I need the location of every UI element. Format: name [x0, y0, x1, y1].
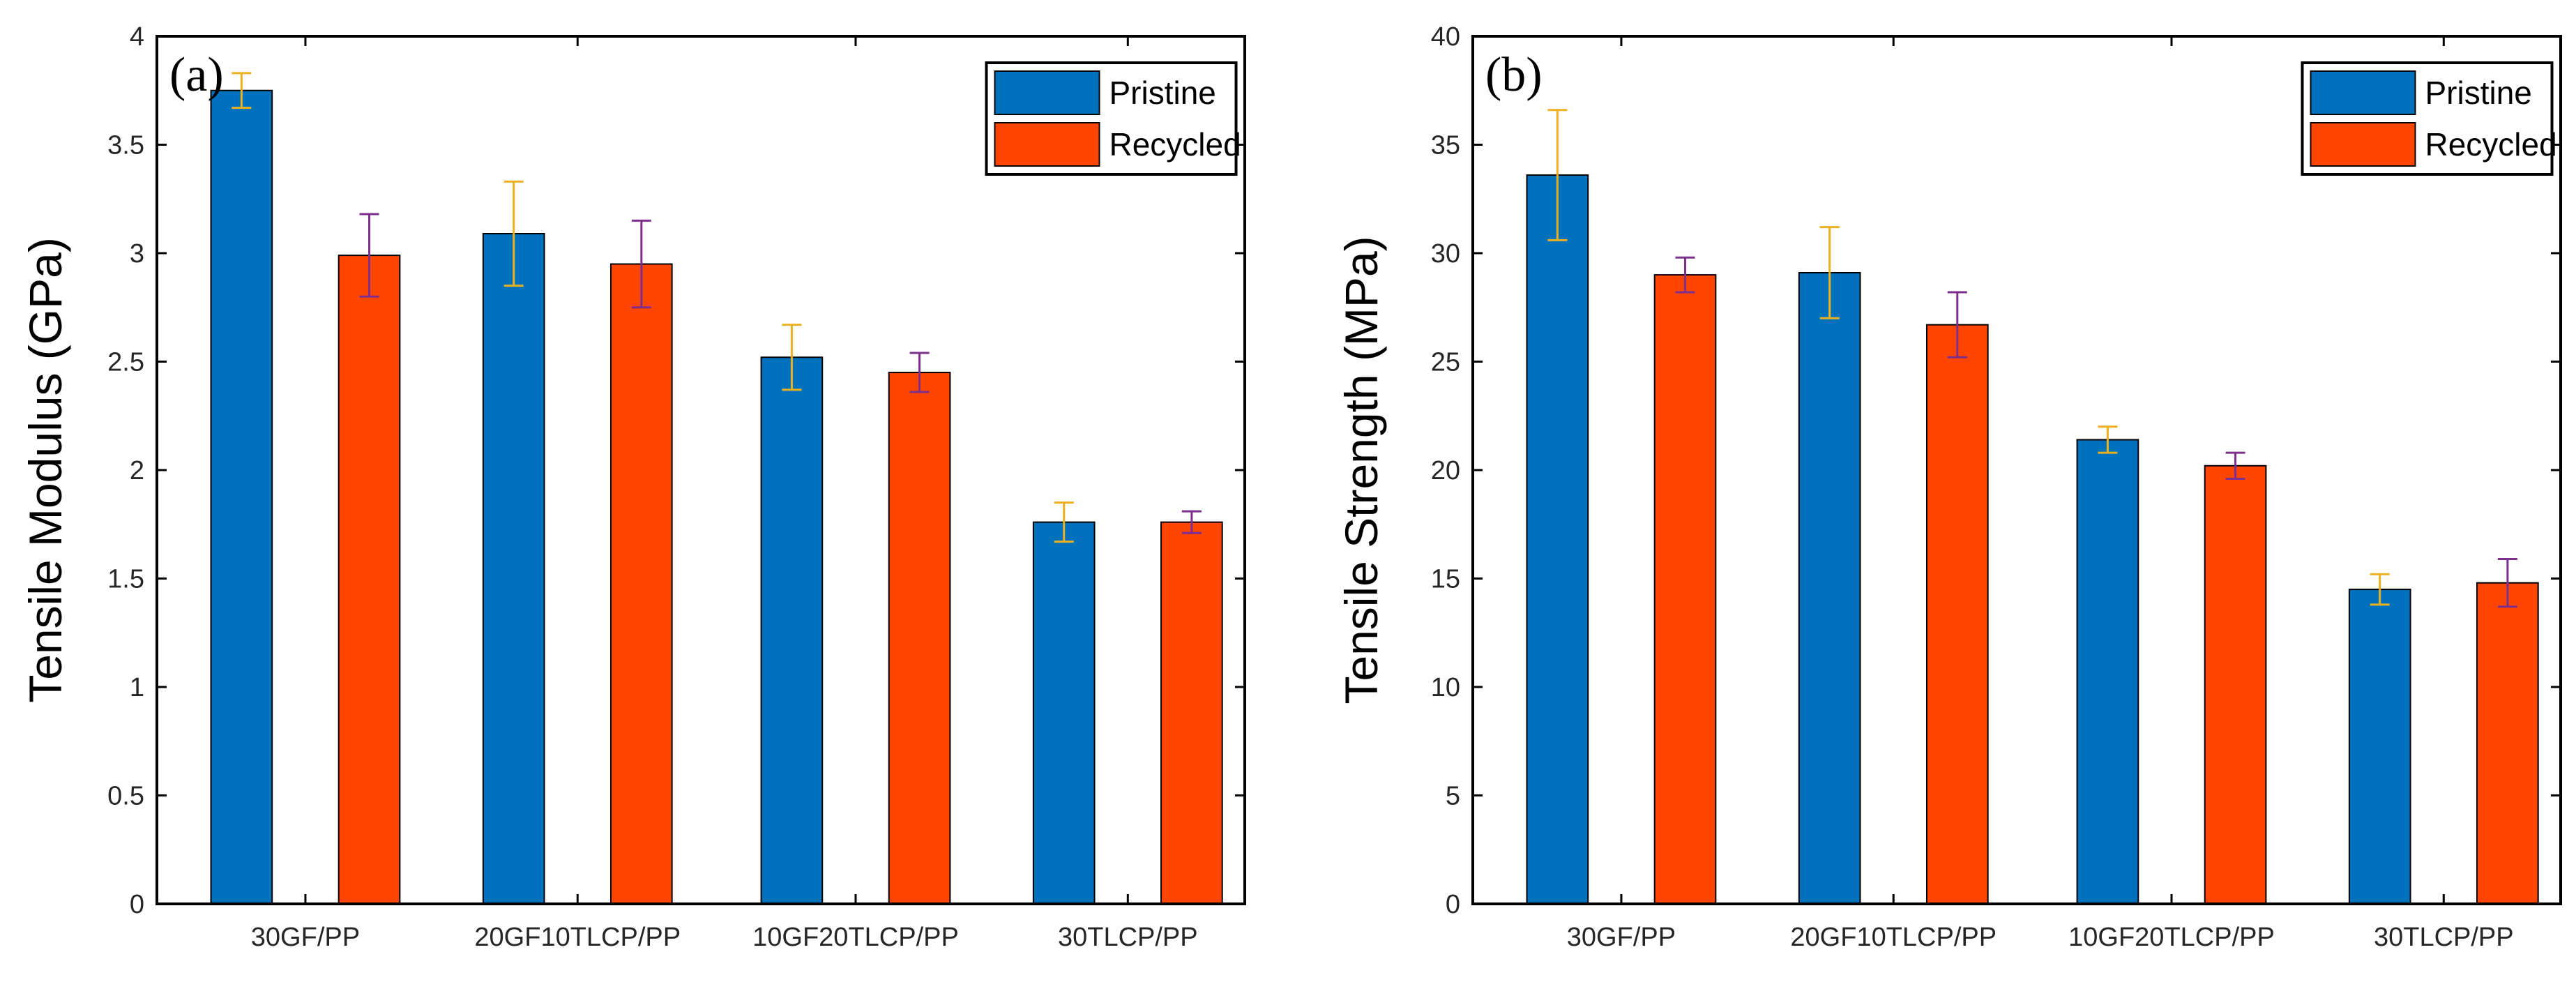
- legend-label-pristine: Pristine: [2425, 75, 2532, 111]
- bar-pristine-3: [1032, 521, 1096, 905]
- chart-panel-1: 0 5 10 15 20 25 30 35 40 30GF/PP 20GF10TLCP/PP 10GF…: [1335, 22, 2562, 952]
- y-tick-label: 0: [1446, 890, 1460, 919]
- legend-swatch-pristine: [994, 70, 1100, 115]
- y-tick-label: 15: [1431, 565, 1460, 594]
- category-label: 30TLCP/PP: [2374, 923, 2514, 952]
- legend-label-recycled: Recycled: [1109, 126, 1241, 163]
- y-tick-label: 20: [1431, 456, 1460, 485]
- panel-label: (a): [169, 48, 224, 102]
- y-tick-label: 40: [1431, 22, 1460, 52]
- error-bar-recycled-1: [1947, 291, 1967, 358]
- bar-recycled-3: [2476, 582, 2539, 905]
- y-tick-label: 25: [1431, 348, 1460, 377]
- category-label: 10GF20TLCP/PP: [2068, 923, 2275, 952]
- bar-recycled-3: [1160, 521, 1223, 905]
- bar-pristine-0: [210, 89, 273, 905]
- error-bar-pristine-0: [1547, 109, 1568, 241]
- y-tick-label: 3.5: [107, 131, 144, 160]
- error-bar-pristine-3: [2370, 573, 2390, 606]
- y-tick-label: 35: [1431, 131, 1460, 160]
- chart-panel-0: 0 0.5 1 1.5 2 2.5 3 3.5 4 30GF/PP 20GF10TLCP/PP 10G…: [20, 22, 1246, 952]
- bar-recycled-0: [1653, 274, 1717, 905]
- error-bar-pristine-1: [1819, 226, 1840, 319]
- y-axis-label: Tensile Strength (MPa): [1335, 236, 1387, 704]
- error-bar-pristine-0: [232, 72, 252, 109]
- y-tick-label: 1: [130, 673, 144, 702]
- legend: Pristine Recycled: [985, 61, 1241, 176]
- y-tick-label: 0: [130, 890, 144, 919]
- bar-pristine-1: [482, 233, 545, 905]
- legend-label-pristine: Pristine: [1109, 75, 1216, 111]
- y-tick-label: 2: [130, 456, 144, 485]
- bar-recycled-2: [888, 372, 951, 905]
- y-tick-label: 4: [130, 22, 144, 52]
- bar-pristine-0: [1526, 174, 1589, 905]
- error-bar-recycled-0: [1675, 256, 1695, 294]
- y-tick-label: 5: [1446, 782, 1460, 811]
- bar-pristine-3: [2348, 589, 2411, 905]
- y-tick-label: 1.5: [107, 565, 144, 594]
- bar-recycled-1: [1925, 324, 1989, 905]
- error-bar-recycled-2: [909, 352, 930, 393]
- legend: Pristine Recycled: [2301, 61, 2557, 176]
- category-label: 30GF/PP: [1567, 923, 1676, 952]
- legend-label-recycled: Recycled: [2425, 126, 2557, 163]
- legend-swatch-pristine: [2310, 70, 2416, 115]
- error-bar-recycled-3: [1181, 510, 1202, 534]
- bar-recycled-1: [609, 263, 673, 905]
- y-tick-label: 10: [1431, 673, 1460, 702]
- legend-swatch-recycled: [2310, 122, 2416, 167]
- y-tick-label: 3: [130, 239, 144, 269]
- error-bar-pristine-1: [503, 180, 524, 287]
- y-tick-label: 2.5: [107, 348, 144, 377]
- error-bar-pristine-2: [782, 324, 802, 391]
- legend-swatch-recycled: [994, 122, 1100, 167]
- bar-recycled-2: [2204, 464, 2267, 905]
- bar-recycled-0: [338, 255, 401, 905]
- panel-label: (b): [1485, 48, 1543, 102]
- error-bar-pristine-3: [1054, 501, 1074, 543]
- bar-pristine-1: [1798, 271, 1861, 905]
- bar-pristine-2: [2076, 439, 2139, 905]
- y-tick-label: 0.5: [107, 782, 144, 811]
- error-bar-recycled-3: [2497, 558, 2517, 608]
- error-bar-recycled-2: [2225, 451, 2245, 480]
- error-bar-pristine-2: [2098, 425, 2118, 454]
- category-label: 20GF10TLCP/PP: [1790, 923, 1997, 952]
- y-axis-label: Tensile Modulus (GPa): [20, 237, 71, 703]
- category-label: 20GF10TLCP/PP: [474, 923, 681, 952]
- category-label: 10GF20TLCP/PP: [752, 923, 959, 952]
- bar-pristine-2: [760, 356, 824, 905]
- error-bar-recycled-0: [359, 213, 379, 298]
- category-label: 30TLCP/PP: [1058, 923, 1198, 952]
- category-label: 30GF/PP: [251, 923, 360, 952]
- error-bar-recycled-1: [631, 219, 651, 309]
- y-tick-label: 30: [1431, 239, 1460, 269]
